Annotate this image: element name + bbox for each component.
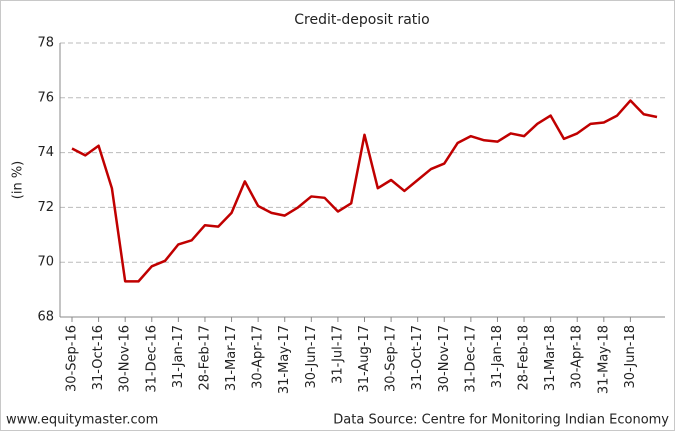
x-tick-label: 31-Oct-17 — [410, 325, 425, 390]
x-tick-label: 31-Dec-16 — [144, 325, 159, 393]
footer-right: Data Source: Centre for Monitoring India… — [333, 413, 669, 428]
x-tick-label: 30-Sep-16 — [65, 325, 80, 392]
x-tick-label: 31-May-18 — [596, 325, 611, 394]
x-tick-label: 28-Feb-18 — [517, 325, 532, 390]
x-tick-label: 30-Sep-17 — [384, 325, 399, 392]
x-tick-label: 30-Jun-17 — [304, 325, 319, 389]
y-tick-label: 74 — [37, 145, 54, 160]
x-tick-label: 31-Mar-18 — [543, 325, 558, 391]
chart-title: Credit-deposit ratio — [294, 12, 430, 28]
x-tick-label: 31-Jan-17 — [171, 325, 186, 388]
data-line — [71, 99, 658, 283]
x-tick-label: 30-Jun-18 — [623, 325, 638, 389]
x-tick-label: 30-Apr-18 — [570, 325, 585, 389]
x-tick-label: 30-Nov-17 — [437, 325, 452, 393]
x-tick-label: 31-Aug-17 — [357, 325, 372, 393]
y-tick-label: 76 — [37, 90, 54, 105]
x-tick-label: 30-Apr-17 — [251, 325, 266, 389]
x-tick-label: 31-May-17 — [277, 325, 292, 394]
x-tick-label: 31-Jul-17 — [330, 325, 345, 384]
y-axis-label: (in %) — [11, 161, 26, 199]
x-tick-label: 31-Dec-17 — [463, 325, 478, 393]
y-tick-label: 70 — [37, 255, 54, 270]
x-tick-label: 31-Oct-16 — [91, 325, 106, 390]
x-tick-label: 31-Mar-17 — [224, 325, 239, 391]
y-tick-label: 78 — [37, 36, 54, 51]
x-tick-label: 28-Feb-17 — [197, 325, 212, 390]
x-tick-label: 31-Jan-18 — [490, 325, 505, 388]
footer-left: www.equitymaster.com — [6, 413, 158, 428]
y-tick-label: 68 — [37, 310, 54, 325]
x-tick-label: 30-Nov-16 — [118, 325, 133, 393]
y-tick-label: 72 — [37, 200, 54, 215]
